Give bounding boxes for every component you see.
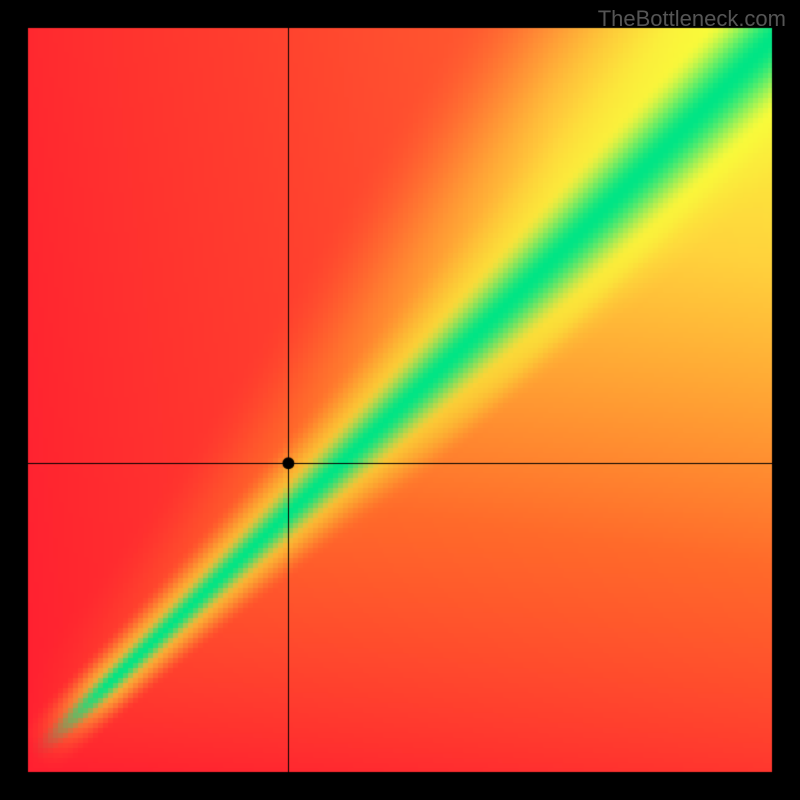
heatmap-canvas [0,0,800,800]
chart-container: TheBottleneck.com [0,0,800,800]
watermark-label: TheBottleneck.com [598,6,786,32]
